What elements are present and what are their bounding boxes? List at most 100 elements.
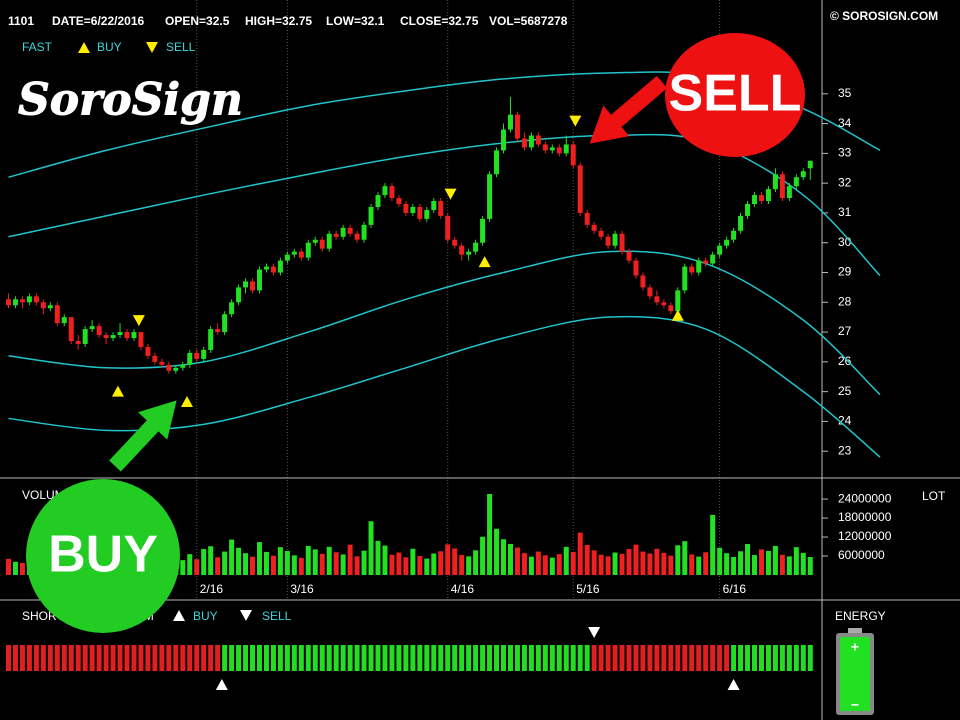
candle-body [612,233,618,246]
volume-bar [438,551,444,575]
volume-bar [570,551,576,575]
short-term-bar [54,645,60,671]
header-item: VOL=5687278 [489,14,568,28]
legend-buy: BUY [97,40,122,54]
candle-body [507,114,513,130]
candle-body [696,260,702,273]
candle-body [675,290,681,312]
svg-text:−: − [851,697,859,713]
short-term-bar [243,645,249,671]
candle-body [270,266,276,273]
short-term-bar [215,645,221,671]
candle-body [89,326,95,330]
x-tick-label: 5/16 [576,582,600,596]
short-term-bar [194,645,200,671]
short-term-bar [563,645,569,671]
candle-body [542,144,548,151]
short-term-bar [110,645,116,671]
candle-body [368,206,374,225]
volume-bar [514,547,520,575]
volume-bar [501,539,507,575]
band-line [8,250,881,396]
volume-bar [326,546,332,575]
volume-bar [445,544,451,575]
short-term-bar [717,645,723,671]
volume-unit: LOT [922,489,946,503]
short-term-bar [89,645,95,671]
short-term-bar [459,645,465,671]
short-term-bar [68,645,74,671]
short-term-bar [521,645,527,671]
volume-bar [284,550,290,575]
y-tick-label: 28 [838,294,852,308]
volume-bar [459,555,465,575]
copyright: © SOROSIGN.COM [830,9,938,23]
volume-bar [800,552,806,575]
short-term-bar [40,645,46,671]
volume-bar [710,514,716,575]
short-term-bar [584,645,590,671]
short-term-bar [487,645,493,671]
short-term-bar [452,645,458,671]
short-term-bar [758,645,764,671]
short-term-bar [605,645,611,671]
candle-body [187,352,193,365]
short-term-bar [675,645,681,671]
short-term-bar [445,645,451,671]
volume-bar [229,539,235,575]
short-term-sell-signal [588,627,601,638]
volume-bar [556,554,562,575]
candle-body [61,317,67,324]
volume-bar [389,554,395,575]
volume-bar [417,556,423,575]
short-term-bar [270,645,276,671]
volume-bar [668,555,674,575]
y-tick-label: 27 [838,324,852,338]
candle-body [208,329,214,350]
band-line [8,133,881,277]
sell-callout [665,33,805,157]
short-term-bar [96,645,102,671]
short-term-bar [514,645,520,671]
short-term-bar [577,645,583,671]
candle-body [340,227,346,237]
short-term-bar [738,645,744,671]
short-term-bar [647,645,653,671]
volume-tick-label: 24000000 [838,491,892,505]
candle-body [480,218,486,243]
y-tick-label: 34 [838,116,852,130]
short-term-bar [124,645,130,671]
short-term-bar [710,645,716,671]
short-term-bar [745,645,751,671]
short-term-bar [82,645,88,671]
short-term-bar [480,645,486,671]
candle-body [640,275,646,288]
volume-bar [807,557,813,575]
short-term-bar [375,645,381,671]
candle-body [68,317,74,342]
candle-body [110,335,116,339]
short-term-bar [61,645,67,671]
short-term-bar [654,645,660,671]
y-tick-label: 25 [838,384,852,398]
volume-bar [703,552,709,575]
short-term-sell-icon [240,610,252,621]
x-tick-label: 3/16 [290,582,314,596]
candle-body [745,204,751,216]
short-term-bar [731,645,737,671]
candle-body [605,236,611,246]
short-term-bar [201,645,207,671]
candle-body [668,305,674,312]
short-term-bar [786,645,792,671]
short-term-bar [633,645,639,671]
short-term-bar [507,645,513,671]
candle-body [647,287,653,297]
volume-bar [612,552,618,575]
candle-body [103,335,109,339]
candle-body [19,299,25,303]
candle-body [47,305,53,309]
short-term-bar [438,645,444,671]
short-term-bar [696,645,702,671]
volume-bar [375,540,381,575]
short-term-bar [319,645,325,671]
